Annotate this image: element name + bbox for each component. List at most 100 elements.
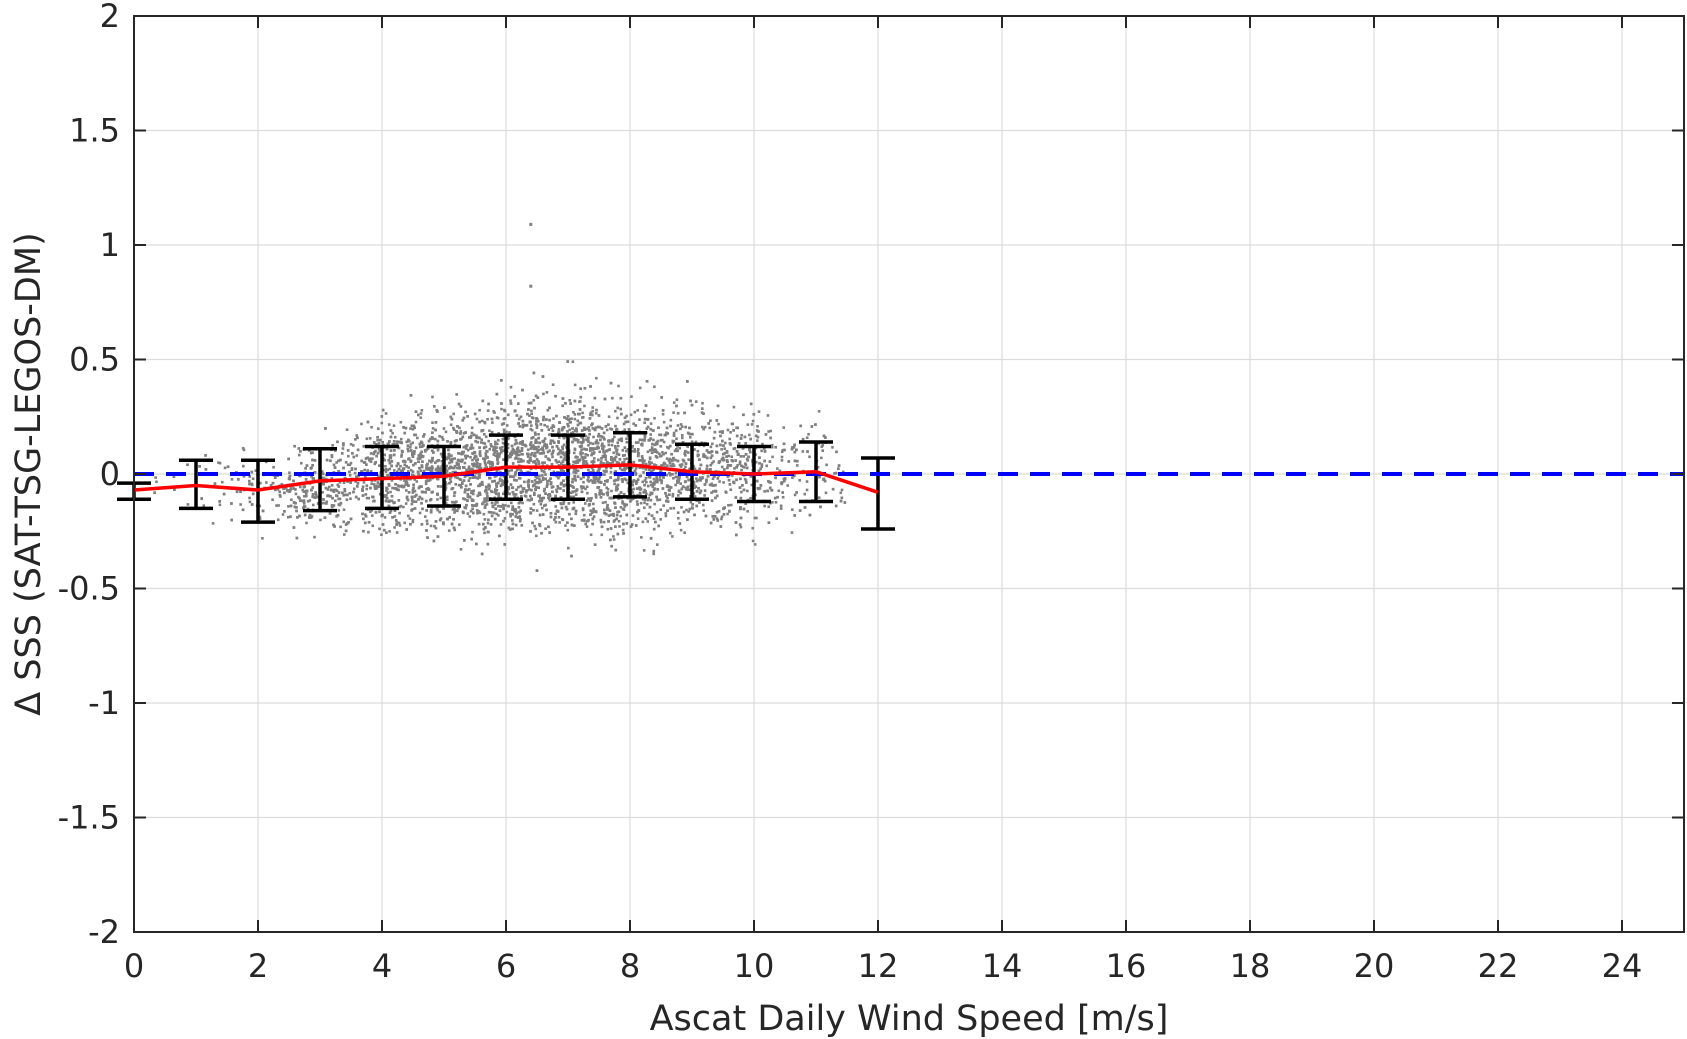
scatter-point — [805, 436, 809, 440]
scatter-point — [478, 493, 482, 496]
scatter-point — [596, 441, 600, 445]
scatter-point — [494, 492, 498, 496]
scatter-point — [660, 481, 663, 485]
scatter-point — [579, 421, 583, 425]
scatter-point — [766, 489, 769, 493]
scatter-point — [403, 431, 407, 435]
scatter-point — [574, 456, 577, 459]
scatter-point — [639, 487, 643, 491]
scatter-point — [513, 409, 517, 413]
scatter-point — [699, 463, 703, 467]
scatter-point — [641, 520, 645, 524]
scatter-point — [669, 464, 672, 467]
scatter-point — [522, 459, 525, 463]
scatter-point — [490, 444, 493, 448]
scatter-point — [371, 457, 374, 460]
scatter-point — [616, 510, 619, 514]
scatter-point — [615, 452, 619, 455]
scatter-point — [372, 441, 376, 444]
scatter-point — [518, 450, 521, 453]
scatter-point — [793, 443, 796, 447]
scatter-point — [695, 479, 699, 483]
scatter-point — [739, 477, 742, 481]
scatter-point — [515, 453, 519, 457]
scatter-point — [434, 526, 438, 530]
scatter-point — [567, 424, 570, 428]
scatter-point — [778, 469, 782, 473]
scatter-point — [222, 492, 226, 496]
scatter-point — [768, 480, 771, 484]
scatter-point — [566, 430, 569, 433]
scatter-point — [623, 446, 627, 449]
scatter-point — [722, 458, 725, 462]
scatter-point — [646, 484, 650, 488]
scatter-point — [453, 511, 456, 514]
scatter-point — [378, 482, 382, 486]
scatter-point — [767, 505, 771, 509]
scatter-point — [569, 402, 572, 405]
scatter-point — [644, 468, 648, 471]
scatter-point — [759, 484, 763, 487]
scatter-point — [453, 528, 457, 532]
scatter-point — [843, 501, 847, 504]
scatter-point — [636, 510, 639, 514]
scatter-point — [406, 447, 410, 451]
scatter-point — [801, 450, 805, 453]
scatter-point — [331, 443, 334, 447]
scatter-point — [625, 449, 628, 453]
scatter-point — [573, 474, 576, 478]
scatter-point — [395, 521, 399, 524]
scatter-point — [469, 436, 472, 439]
scatter-point — [439, 470, 443, 473]
scatter-point — [552, 417, 555, 420]
scatter-point — [505, 424, 509, 427]
scatter-point — [349, 461, 353, 465]
scatter-point — [364, 493, 368, 496]
scatter-point — [587, 444, 590, 447]
scatter-point — [756, 435, 760, 439]
scatter-point — [432, 451, 435, 454]
scatter-point — [330, 484, 334, 487]
scatter-point — [473, 412, 477, 416]
scatter-point — [325, 500, 328, 504]
scatter-point — [689, 436, 692, 439]
scatter-point — [769, 436, 772, 440]
scatter-point — [367, 496, 371, 500]
scatter-point — [525, 490, 528, 494]
scatter-point — [545, 443, 548, 447]
scatter-point — [637, 452, 640, 455]
scatter-point — [609, 381, 613, 385]
scatter-point — [659, 518, 662, 521]
scatter-point — [397, 488, 400, 492]
scatter-point — [542, 418, 545, 422]
scatter-point — [679, 465, 683, 468]
scatter-point — [621, 528, 625, 532]
scatter-point — [582, 513, 586, 517]
scatter-point — [507, 456, 510, 459]
scatter-point — [649, 491, 653, 495]
scatter-point — [834, 504, 838, 508]
scatter-point — [337, 497, 340, 501]
scatter-point — [591, 510, 595, 514]
scatter-point — [517, 485, 520, 489]
scatter-point — [419, 452, 422, 455]
scatter-point — [332, 463, 336, 467]
scatter-point — [756, 425, 759, 428]
scatter-point — [517, 457, 520, 461]
scatter-point — [655, 450, 659, 454]
scatter-point — [417, 472, 420, 476]
scatter-point — [409, 522, 412, 526]
scatter-point — [412, 463, 415, 467]
scatter-point — [762, 447, 766, 450]
scatter-point — [733, 467, 736, 470]
scatter-point — [705, 478, 708, 482]
scatter-point — [540, 498, 544, 501]
scatter-point — [676, 511, 680, 515]
scatter-point — [726, 466, 729, 470]
scatter-point — [250, 470, 254, 474]
scatter-point — [761, 442, 764, 446]
scatter-point — [592, 460, 596, 464]
scatter-point — [478, 408, 481, 412]
scatter-point — [823, 479, 827, 483]
